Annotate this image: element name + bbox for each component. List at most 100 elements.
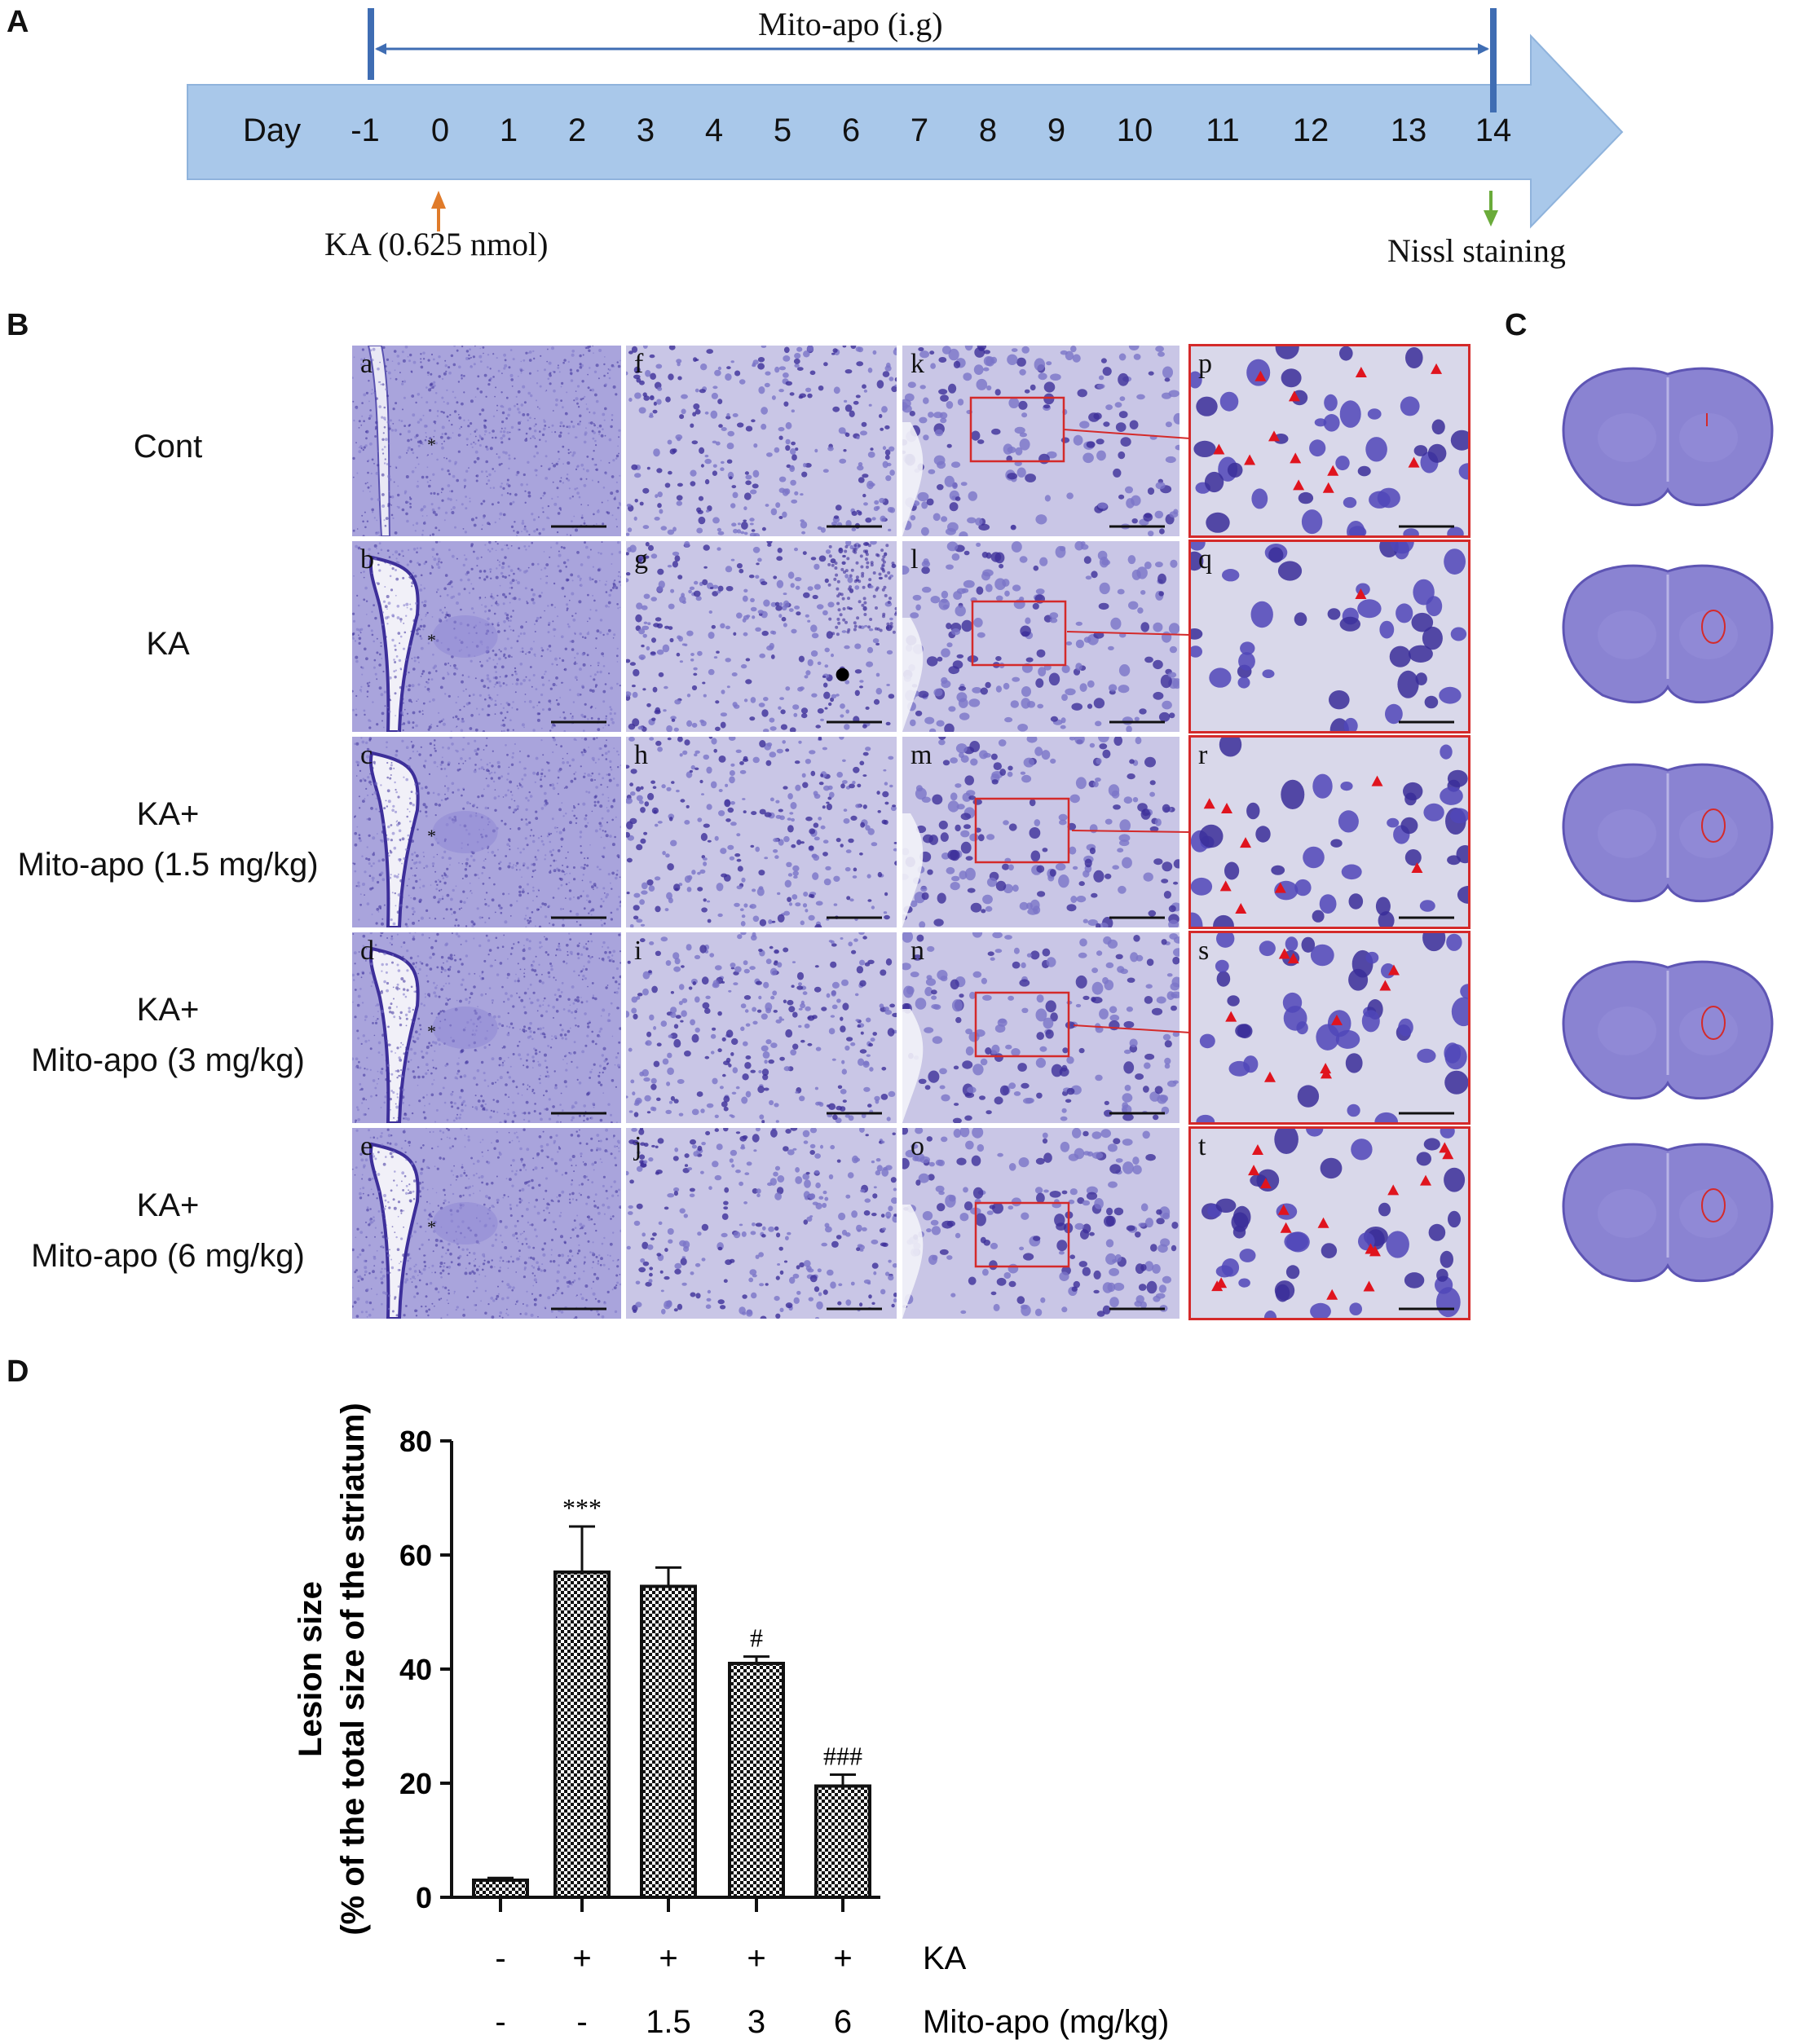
tile-label: c xyxy=(360,740,373,770)
tile-label: j xyxy=(634,1131,642,1161)
row-label-line: Mito-apo (6 mg/kg) xyxy=(31,1238,305,1274)
micrograph-tile: l xyxy=(902,541,1179,732)
row-label: KA+ Mito-apo (1.5 mg/kg) xyxy=(0,789,336,890)
micrograph-tile: h xyxy=(626,737,897,927)
arrowhead-marker xyxy=(1219,880,1232,892)
y-tick-label: 40 xyxy=(399,1653,432,1686)
coronal-section-image xyxy=(1562,960,1774,1100)
x-condition-value: + xyxy=(572,1940,591,1976)
lesion-marker: * xyxy=(427,434,436,455)
arrowhead-marker xyxy=(1248,1165,1260,1176)
lesion-marker: * xyxy=(427,630,436,650)
arrowhead-marker xyxy=(1280,1222,1292,1233)
x-condition-value: 3 xyxy=(747,2004,765,2040)
arrowhead-marker xyxy=(1254,370,1267,381)
coronal-section-image xyxy=(1562,367,1774,507)
day-tick-label: 12 xyxy=(1292,112,1329,148)
row-label: KA xyxy=(0,619,336,669)
bar xyxy=(814,1784,871,1899)
panel-label-c: C xyxy=(1505,308,1528,342)
tile-label: i xyxy=(634,936,642,966)
micrograph-image xyxy=(1190,737,1469,927)
arrowhead-marker xyxy=(1213,443,1225,455)
x-condition-value: - xyxy=(495,1940,505,1976)
arrowhead-marker xyxy=(1221,803,1233,814)
arrowhead-marker xyxy=(1322,482,1334,493)
arrowhead-marker xyxy=(1288,390,1300,402)
endpoint-label: Nissl staining xyxy=(1387,232,1566,269)
row-label-line: KA+ xyxy=(136,992,200,1028)
inset-frame xyxy=(974,991,1070,1058)
arrowhead-marker xyxy=(1387,1184,1400,1196)
micrograph-image: * xyxy=(352,737,621,927)
arrowhead-marker xyxy=(1293,479,1305,491)
day-tick-label: 11 xyxy=(1206,112,1240,148)
row-label-line: Cont xyxy=(133,429,203,465)
micrograph-tile: s xyxy=(1188,931,1471,1125)
micrograph-image xyxy=(902,1128,1179,1319)
day-tick-label: 2 xyxy=(567,112,587,148)
micrograph-tile: * a xyxy=(352,346,621,536)
arrowhead-marker xyxy=(1379,980,1391,991)
day-tick-label: 6 xyxy=(841,112,861,148)
tile-label: a xyxy=(360,349,373,379)
x-condition-value: - xyxy=(576,2004,587,2040)
y-tick-label: 0 xyxy=(416,1881,432,1914)
arrowhead-marker xyxy=(1431,363,1443,374)
row-label: KA+ Mito-apo (3 mg/kg) xyxy=(0,985,336,1086)
tile-label: p xyxy=(1198,349,1212,379)
arrowhead-marker xyxy=(1290,452,1302,464)
arrowhead-marker xyxy=(1355,588,1367,599)
inset-frame xyxy=(971,600,1067,667)
coronal-section-image xyxy=(1562,763,1774,903)
tile-label: d xyxy=(360,936,374,966)
micrograph-image: * xyxy=(352,346,621,536)
micrograph-image xyxy=(1190,932,1469,1123)
micrograph-tile: t xyxy=(1188,1126,1471,1320)
micrograph-tile: g xyxy=(626,541,897,732)
arrowhead-marker xyxy=(1442,1148,1454,1160)
x-condition-value: - xyxy=(495,2004,505,2040)
bar xyxy=(553,1570,611,1899)
micrograph-tile: m xyxy=(902,737,1179,927)
micrograph-tile: * e xyxy=(352,1128,621,1319)
lesion-outline xyxy=(1701,808,1726,843)
x-condition-value: + xyxy=(747,1940,765,1976)
arrowhead-marker xyxy=(1259,1178,1272,1189)
significance-label: ### xyxy=(823,1742,862,1771)
arrowhead-marker xyxy=(1225,1011,1237,1022)
day-tick-label: 10 xyxy=(1116,112,1153,148)
micrograph-tile: k xyxy=(902,346,1179,536)
day-tick-label: 9 xyxy=(1047,112,1066,148)
row-label-line: Mito-apo (3 mg/kg) xyxy=(31,1042,305,1078)
micrograph-tile: r xyxy=(1188,735,1471,929)
arrowhead-marker xyxy=(1235,902,1247,914)
arrowhead-marker xyxy=(1240,837,1252,848)
micrograph-tile: o xyxy=(902,1128,1179,1319)
micrograph-image xyxy=(1190,541,1469,732)
micrograph-image xyxy=(902,346,1179,536)
micrograph-image: * xyxy=(352,1128,621,1319)
micrograph-image xyxy=(902,541,1179,732)
x-condition-value: 6 xyxy=(834,2004,852,2040)
y-tick-label: 80 xyxy=(399,1425,432,1458)
lesion-outline xyxy=(1701,610,1726,644)
tile-label: o xyxy=(911,1131,924,1161)
row-label-line: KA+ xyxy=(136,796,200,832)
micrograph-image xyxy=(626,932,897,1123)
day-axis-label: Day xyxy=(243,112,302,148)
tile-label: s xyxy=(1198,936,1210,966)
arrowhead-marker xyxy=(1371,775,1383,786)
tile-label: e xyxy=(360,1131,373,1161)
micrograph-image xyxy=(1190,346,1469,536)
day-tick-label: 3 xyxy=(636,112,655,148)
bar xyxy=(728,1662,785,1899)
arrowhead-marker xyxy=(1287,953,1299,964)
micrograph-image xyxy=(902,932,1179,1123)
day-tick-label: 0 xyxy=(430,112,450,148)
micrograph-image xyxy=(1190,1128,1469,1319)
row-label-line: Mito-apo (1.5 mg/kg) xyxy=(17,847,319,883)
day-tick-label: 4 xyxy=(704,112,724,148)
bar xyxy=(640,1584,697,1899)
timeline-arrow xyxy=(187,33,1624,229)
